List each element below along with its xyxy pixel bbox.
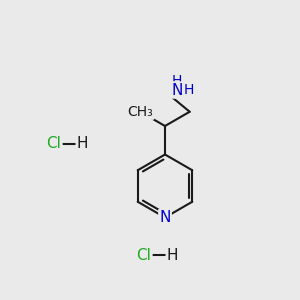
Text: H: H bbox=[172, 74, 182, 88]
Text: CH₃: CH₃ bbox=[128, 105, 153, 119]
Text: Cl: Cl bbox=[136, 248, 152, 262]
Text: H: H bbox=[184, 83, 194, 97]
Text: Cl: Cl bbox=[46, 136, 62, 152]
Text: H: H bbox=[167, 248, 178, 262]
Text: N: N bbox=[171, 82, 183, 98]
Text: H: H bbox=[77, 136, 88, 152]
Text: N: N bbox=[159, 210, 171, 225]
